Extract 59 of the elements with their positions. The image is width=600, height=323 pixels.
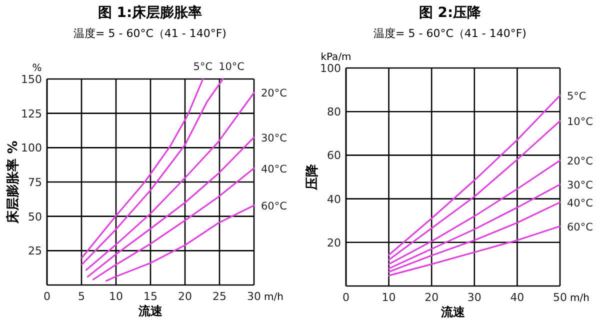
line-series bbox=[81, 78, 204, 258]
y-tick-label: 100 bbox=[320, 62, 341, 75]
y-tick-label: 80 bbox=[327, 106, 341, 119]
series-label: 20°C bbox=[261, 88, 287, 100]
text: m/h bbox=[264, 292, 284, 303]
text: % bbox=[32, 63, 42, 74]
y-tick-label: 20 bbox=[327, 236, 341, 250]
x-tick-label: 10 bbox=[109, 290, 123, 303]
series-label: 5°C bbox=[193, 61, 213, 73]
text: kPa/m bbox=[320, 52, 352, 63]
line-series bbox=[86, 136, 255, 278]
line-series bbox=[92, 167, 255, 280]
y-tick-label: 100 bbox=[21, 142, 42, 155]
y-tick-label: 125 bbox=[21, 107, 42, 120]
y-axis-title: 床层膨胀率 % bbox=[5, 140, 21, 224]
line-series bbox=[388, 120, 561, 261]
series-label: 30°C bbox=[567, 179, 593, 192]
chart-title: 图 1:床层膨胀率 bbox=[98, 4, 202, 21]
y-axis-title: 压降 bbox=[305, 163, 320, 191]
y-tick-label: 60 bbox=[327, 149, 341, 162]
x-tick-label: 5 bbox=[78, 290, 85, 303]
series-label: 10°C bbox=[567, 116, 593, 128]
x-tick-label: 25 bbox=[212, 290, 226, 303]
line-series bbox=[388, 184, 561, 270]
x-tick-label: 20 bbox=[424, 291, 439, 304]
x-tick-label: 15 bbox=[144, 290, 158, 303]
x-tick-label: 0 bbox=[44, 290, 50, 303]
line-series bbox=[81, 78, 224, 266]
line-series bbox=[388, 160, 561, 265]
x-tick-label: 30 bbox=[467, 291, 482, 304]
series-label: 5°C bbox=[567, 90, 586, 102]
x-tick-label: 30 bbox=[247, 290, 261, 303]
chart-subtitle: 温度= 5 - 60°C（41 - 140°F) bbox=[74, 27, 226, 40]
series-label: 40°C bbox=[261, 163, 287, 176]
x-axis-title: 流速 bbox=[138, 304, 164, 318]
line-series bbox=[388, 225, 561, 276]
x-tick-label: 40 bbox=[510, 291, 524, 304]
x-tick-label: 0 bbox=[342, 291, 350, 304]
x-tick-label: 10 bbox=[382, 291, 396, 304]
line-series bbox=[86, 92, 255, 271]
y-tick-label: 150 bbox=[21, 73, 42, 86]
line-series bbox=[388, 94, 561, 256]
y-tick-label: 50 bbox=[28, 210, 42, 224]
y-tick-label: 40 bbox=[327, 192, 341, 206]
series-label: 10°C bbox=[218, 61, 245, 73]
line-series bbox=[106, 204, 255, 282]
x-tick-label: 50 bbox=[553, 291, 567, 304]
chart-title: 图 2:压降 bbox=[418, 5, 482, 21]
chart-subtitle: 温度= 5 - 60°C（41 - 140°F) bbox=[374, 27, 526, 40]
text: m/h bbox=[570, 293, 590, 304]
series-label: 40°C bbox=[567, 197, 593, 210]
y-tick-label: 75 bbox=[28, 176, 42, 189]
x-axis-title: 流速 bbox=[440, 305, 466, 319]
series-label: 60°C bbox=[567, 221, 593, 234]
series-label: 20°C bbox=[567, 155, 593, 168]
x-tick-label: 20 bbox=[178, 290, 192, 303]
series-label: 60°C bbox=[261, 200, 287, 212]
y-tick-label: 25 bbox=[28, 244, 42, 258]
series-label: 30°C bbox=[261, 132, 287, 144]
